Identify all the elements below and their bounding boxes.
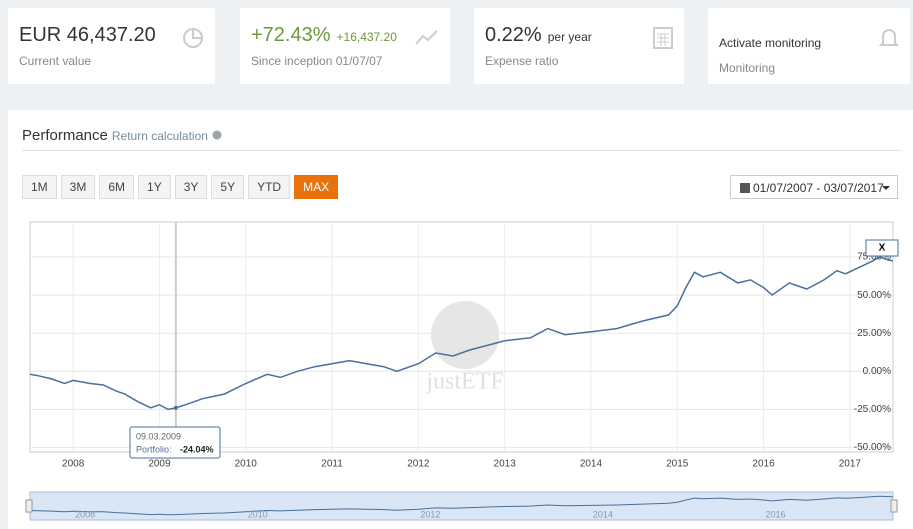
series-line xyxy=(29,256,894,411)
card-value: +72.43% +16,437.20 xyxy=(251,24,397,47)
x-tick-label: 2015 xyxy=(666,459,689,470)
x-tick-label: 2010 xyxy=(235,459,258,470)
navigator-label: 2016 xyxy=(766,509,786,519)
extra: per year xyxy=(547,30,592,44)
x-tick-label: 2016 xyxy=(752,459,775,470)
card: 0.22% per year Expense ratio xyxy=(474,8,684,84)
y-tick-label: -25.00% xyxy=(854,404,891,415)
card-value[interactable]: Activate monitoring xyxy=(719,36,822,50)
value: 0.22% xyxy=(485,24,542,46)
caret xyxy=(882,186,890,190)
icon xyxy=(183,28,203,48)
range-buttons: 1M 3M 6M 1Y 3Y 5Y YTD MAX xyxy=(22,175,339,199)
close-label: X xyxy=(879,243,886,254)
x-tick-label: 2011 xyxy=(321,459,343,470)
card-label: Since inception 01/07/07 xyxy=(251,54,383,68)
x-tick-label: 2013 xyxy=(494,459,517,470)
tooltip-point xyxy=(173,405,178,410)
navigator-label: 2008 xyxy=(75,509,95,519)
y-tick-label: 0.00% xyxy=(863,366,891,377)
navigator-handle[interactable] xyxy=(25,499,33,513)
tooltip-value: -24.04% xyxy=(180,444,214,454)
x-tick-label: 2012 xyxy=(407,459,430,470)
range-button[interactable]: 5Y xyxy=(211,175,245,199)
chart: justETF 75.00% 50.00% 25.00% 0.00% -25.00% -50… xyxy=(25,221,899,521)
tooltip-date: 09.03.2009 xyxy=(136,431,181,441)
range-button[interactable]: 3M xyxy=(60,175,96,199)
range-button[interactable]: 3Y xyxy=(174,175,208,199)
card-label: Current value xyxy=(19,54,92,68)
help-icon[interactable] xyxy=(212,130,222,140)
icon xyxy=(415,30,438,45)
date-range[interactable]: 01/07/2007 - 03/07/2017 xyxy=(730,175,898,199)
x-tick-label: 2014 xyxy=(580,459,603,470)
icon xyxy=(653,27,673,49)
card[interactable]: Activate monitoring Monitoring xyxy=(708,8,910,84)
x-tick-label: 2017 xyxy=(839,459,862,470)
range-button[interactable]: YTD xyxy=(248,175,291,199)
card-label: Expense ratio xyxy=(485,54,559,68)
x-tick-label: 2008 xyxy=(62,459,85,470)
icon xyxy=(878,29,900,46)
watermark-logo xyxy=(431,301,499,369)
y-tick-label: 75.00% xyxy=(857,252,891,263)
card: EUR 46,437.20 Current value xyxy=(8,8,215,84)
navigator-label: 2010 xyxy=(248,509,268,519)
y-tick-label: 50.00% xyxy=(857,290,891,301)
card: +72.43% +16,437.20 Since inception 01/07/… xyxy=(240,8,450,84)
navigator-line xyxy=(29,495,894,516)
range-button[interactable]: 1M xyxy=(22,175,57,199)
range-button[interactable]: 1Y xyxy=(138,175,171,199)
tooltip-series: Portfolio: xyxy=(136,444,172,454)
calendar-icon xyxy=(740,183,750,193)
date-range-text: 01/07/2007 - 03/07/2017 xyxy=(753,181,884,195)
card-label: Monitoring xyxy=(719,61,776,75)
navigator-handle[interactable] xyxy=(890,499,898,513)
tooltip xyxy=(129,426,221,459)
y-tick-label: -50.00% xyxy=(854,442,891,453)
navigator-label: 2012 xyxy=(420,509,440,519)
range-button[interactable]: 6M xyxy=(99,175,135,199)
navigator-label: 2014 xyxy=(593,509,613,519)
section-title: Performance Return calculation xyxy=(22,127,222,144)
range-button[interactable]: MAX xyxy=(294,175,339,199)
card-value: 0.22% per year xyxy=(485,24,592,47)
title: Performance xyxy=(22,127,108,144)
subtitle[interactable]: Return calculation xyxy=(111,129,208,143)
value: +72.43% xyxy=(251,24,331,46)
extra: +16,437.20 xyxy=(336,30,397,44)
watermark: justETF xyxy=(425,369,503,395)
divider xyxy=(22,150,901,151)
card-value: EUR 46,437.20 xyxy=(19,24,156,46)
navigator xyxy=(29,491,894,521)
y-tick-label: 25.00% xyxy=(857,328,891,339)
close-button[interactable] xyxy=(865,239,899,257)
x-tick-label: 2009 xyxy=(148,459,171,470)
